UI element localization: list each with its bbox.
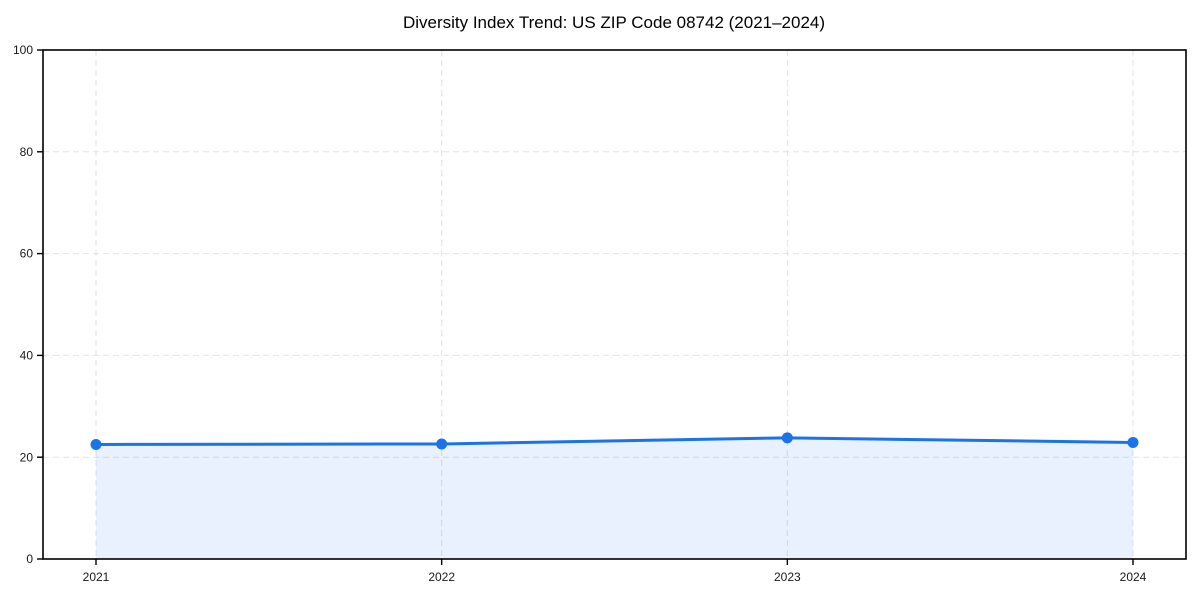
y-tick-label: 100 bbox=[13, 43, 33, 57]
chart-title: Diversity Index Trend: US ZIP Code 08742… bbox=[403, 13, 825, 32]
y-tick-label: 0 bbox=[26, 552, 33, 566]
y-tick-label: 40 bbox=[20, 348, 34, 362]
area-fill bbox=[96, 437, 1133, 559]
x-tick-label: 2022 bbox=[428, 570, 455, 584]
series-line bbox=[94, 436, 1135, 446]
trend-line bbox=[94, 436, 1135, 446]
data-point bbox=[436, 438, 448, 450]
y-tick-label: 20 bbox=[20, 450, 34, 464]
y-tick-label: 80 bbox=[20, 145, 34, 159]
plot-border bbox=[42, 49, 1187, 560]
x-tick-label: 2021 bbox=[83, 570, 110, 584]
y-tick-label: 60 bbox=[20, 247, 34, 261]
axes-box bbox=[42, 49, 1187, 560]
x-tick-label: 2023 bbox=[774, 570, 801, 584]
x-tick-label: 2024 bbox=[1120, 570, 1147, 584]
series-area bbox=[96, 437, 1133, 559]
tick-marks bbox=[37, 49, 1134, 565]
data-point bbox=[1127, 436, 1139, 448]
data-point bbox=[90, 438, 102, 450]
data-point bbox=[781, 432, 793, 444]
tick-labels: 0 20 40 60 80 100 2021 2022 2023 2024 bbox=[13, 43, 1147, 584]
data-point-markers bbox=[90, 432, 1139, 450]
